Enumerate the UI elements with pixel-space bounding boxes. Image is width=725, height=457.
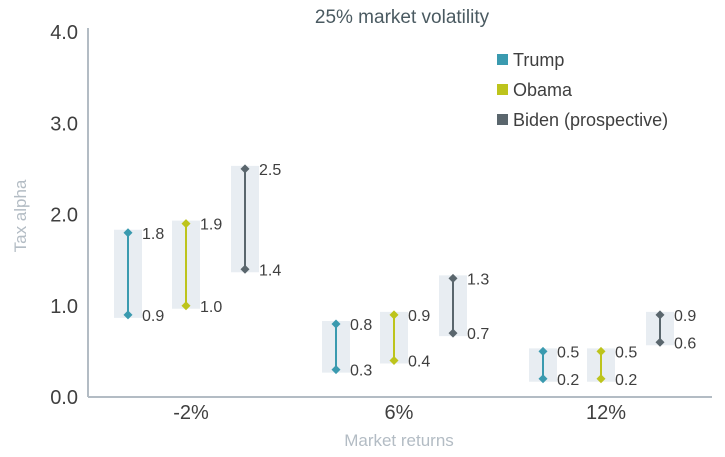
range-marker <box>655 310 665 320</box>
range-marker <box>240 264 250 274</box>
high-value-label: 0.8 <box>350 317 372 334</box>
high-value-label: 0.5 <box>557 344 579 361</box>
y-tick-label: 1.0 <box>50 296 78 318</box>
range-marker <box>389 310 399 320</box>
low-value-label: 1.4 <box>259 262 281 279</box>
range-marker <box>448 273 458 283</box>
low-value-label: 0.4 <box>408 354 430 371</box>
high-value-label: 0.9 <box>674 308 696 325</box>
high-value-label: 1.8 <box>142 226 164 243</box>
range-marker <box>448 328 458 338</box>
y-tick-label: 3.0 <box>50 113 78 135</box>
high-value-label: 2.5 <box>259 162 281 179</box>
y-axis: 0.0 1.0 2.0 3.0 4.0 <box>50 22 89 409</box>
range-marker <box>596 374 606 384</box>
legend: Trump Obama Biden (prospective) <box>497 50 668 130</box>
range-marker <box>331 365 341 375</box>
legend-swatch <box>497 54 508 65</box>
range-marker <box>181 301 191 311</box>
range-marker <box>123 228 133 238</box>
low-value-label: 0.6 <box>674 335 696 352</box>
range-marker <box>596 346 606 356</box>
x-tick-label: 6% <box>385 402 414 424</box>
high-value-label: 1.9 <box>200 217 222 234</box>
x-axis: -2% 6% 12% <box>88 396 712 424</box>
legend-swatch <box>497 84 508 95</box>
range-marker <box>655 337 665 347</box>
x-axis-title: Market returns <box>344 431 454 450</box>
low-value-label: 0.9 <box>142 308 164 325</box>
high-value-label: 1.3 <box>467 271 489 288</box>
y-tick-label: 4.0 <box>50 22 78 44</box>
legend-swatch <box>497 114 508 125</box>
range-marker <box>331 319 341 329</box>
legend-label: Trump <box>513 50 564 70</box>
x-tick-label: 12% <box>586 402 626 424</box>
high-value-label: 0.5 <box>615 344 637 361</box>
range-marker <box>389 356 399 365</box>
legend-label: Biden (prospective) <box>513 110 668 130</box>
low-value-label: 0.2 <box>557 372 579 389</box>
low-value-label: 1.0 <box>200 299 222 316</box>
range-marker <box>123 310 133 320</box>
x-tick-label: -2% <box>173 402 209 424</box>
range-marker <box>240 164 250 174</box>
plot-area: 1.8 0.9 0.8 0.3 0.5 0.2 1.9 1.0 0.9 0.4 0.5 0.2 2.5 1… <box>114 162 696 389</box>
range-marker <box>538 346 548 356</box>
range-marker <box>538 374 548 384</box>
y-tick-label: 0.0 <box>50 387 78 409</box>
low-value-label: 0.7 <box>467 326 489 343</box>
range-marker <box>181 219 191 229</box>
low-value-label: 0.2 <box>615 372 637 389</box>
legend-label: Obama <box>513 80 573 100</box>
y-axis-title: Tax alpha <box>11 179 30 252</box>
high-value-label: 0.9 <box>408 308 430 325</box>
low-value-label: 0.3 <box>350 363 372 380</box>
chart-title: 25% market volatility <box>315 7 490 28</box>
y-tick-label: 2.0 <box>50 205 78 227</box>
